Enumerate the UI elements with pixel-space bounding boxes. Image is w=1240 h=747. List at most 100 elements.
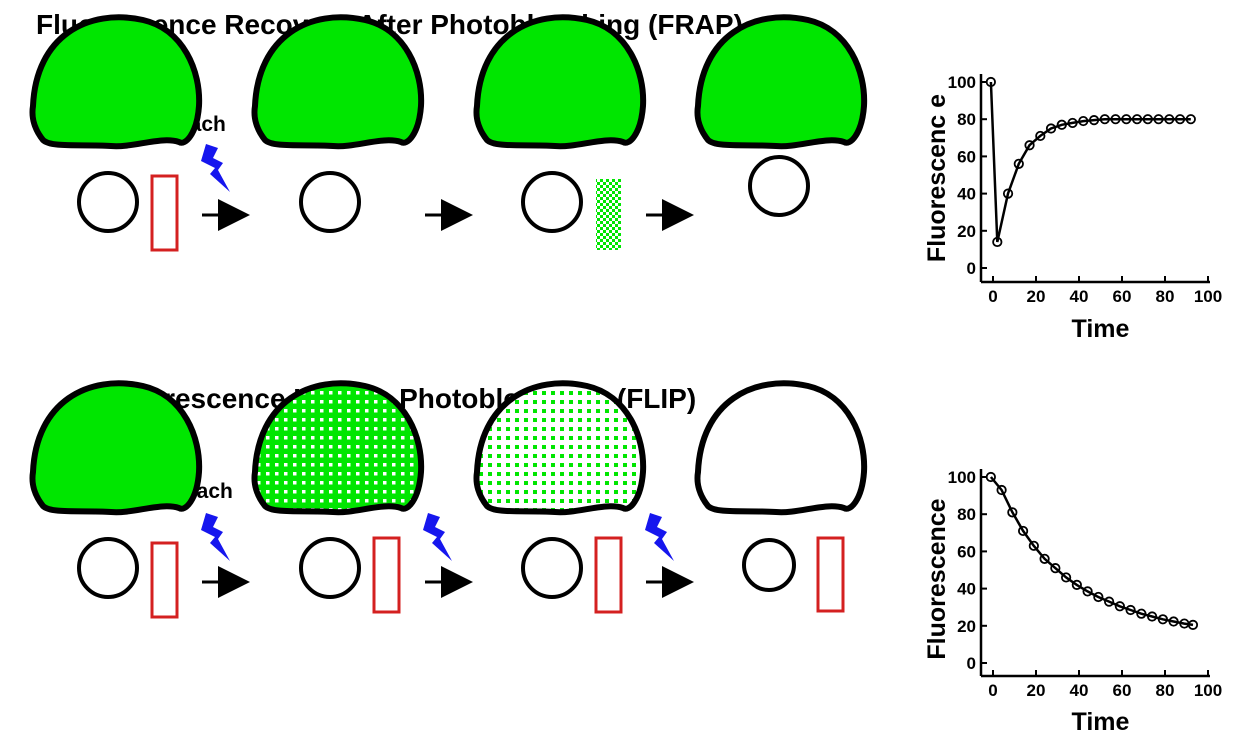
data-point	[1017, 525, 1029, 537]
flip-cell-2	[254, 383, 421, 614]
y-tick-label: 80	[957, 505, 976, 524]
frap-cell-4	[697, 17, 864, 217]
nucleus	[299, 171, 361, 233]
y-tick-label: 0	[967, 259, 976, 278]
x-tick-label: 20	[1027, 681, 1046, 700]
data-point	[1187, 619, 1199, 630]
data-point	[1007, 507, 1018, 518]
data-point	[1121, 114, 1132, 125]
frap-chart: 0 20 40 60 80 100 0 20 40 60 80 100 Time Fluorescenc …	[923, 73, 1222, 343]
y-tick-label: 80	[957, 110, 976, 129]
data-point	[1078, 115, 1089, 127]
nucleus	[299, 537, 361, 599]
nucleus	[521, 171, 583, 233]
data-point	[1067, 117, 1078, 129]
x-axis-title: Time	[1072, 708, 1130, 736]
data-point	[985, 471, 996, 483]
lightning-bolt-icon	[645, 513, 674, 561]
y-tick-label: 40	[957, 185, 976, 204]
data-point	[1035, 130, 1046, 142]
bleach-region	[816, 536, 845, 613]
arrow-right-icon	[646, 566, 694, 598]
x-tick-label: 100	[1194, 681, 1222, 700]
lightning-bolt-icon	[423, 513, 452, 561]
data-point	[1050, 563, 1061, 574]
data-point	[1104, 596, 1115, 607]
nucleus	[77, 171, 139, 233]
data-point	[1061, 572, 1072, 583]
arrow-right-icon	[425, 199, 473, 231]
arrow-right-icon	[202, 566, 250, 598]
data-point	[1002, 188, 1014, 199]
bleach-region	[372, 536, 401, 614]
arrow-right-icon	[425, 566, 473, 598]
data-point	[1024, 140, 1035, 151]
lightning-bolt-icon	[201, 513, 230, 561]
x-tick-label: 100	[1194, 287, 1222, 306]
frap-cell-2	[254, 17, 421, 250]
y-tick-label: 100	[948, 468, 976, 487]
y-tick-label: 0	[967, 654, 976, 673]
data-point	[1142, 114, 1153, 125]
data-point	[1099, 114, 1110, 125]
fit-curve	[989, 81, 1191, 243]
nucleus	[748, 155, 810, 217]
x-tick-label: 0	[988, 681, 997, 700]
data-point	[992, 236, 1003, 248]
fit-curve	[989, 476, 1194, 627]
data-point	[1110, 114, 1121, 125]
data-point	[1071, 579, 1082, 590]
y-tick-label: 40	[957, 580, 976, 599]
data-point	[1093, 591, 1104, 603]
x-tick-label: 80	[1156, 681, 1175, 700]
arrow-right-icon	[646, 199, 694, 231]
x-tick-label: 60	[1113, 287, 1132, 306]
data-point	[1153, 114, 1164, 125]
y-tick-label: 60	[957, 147, 976, 166]
data-point	[1131, 114, 1143, 125]
data-point	[996, 484, 1007, 496]
y-tick-label: 60	[957, 542, 976, 561]
x-tick-label: 40	[1070, 681, 1089, 700]
data-point	[1028, 540, 1039, 551]
x-tick-label: 0	[988, 287, 997, 306]
data-point	[1185, 114, 1196, 125]
data-point	[1125, 604, 1136, 616]
x-tick-label: 40	[1070, 287, 1089, 306]
nucleus	[742, 538, 796, 592]
data-point	[1174, 114, 1186, 125]
nucleus	[521, 537, 583, 599]
data-point	[1147, 611, 1158, 622]
data-point	[1164, 114, 1175, 125]
x-tick-label: 80	[1156, 287, 1175, 306]
flip-cell-1	[32, 383, 199, 619]
lightning-bolt-icon	[201, 144, 230, 192]
flip-chart: 0 20 40 60 80 100 0 20 40 60 80 100 Time Fluorescence	[923, 468, 1222, 736]
data-point	[1045, 123, 1057, 134]
y-tick-label: 100	[948, 73, 976, 92]
nucleus	[77, 537, 139, 599]
bleach-region	[150, 174, 179, 252]
data-point	[1056, 119, 1067, 130]
data-point	[1136, 608, 1147, 619]
arrow-right-icon	[202, 199, 250, 231]
bleached-region	[374, 179, 399, 250]
y-tick-label: 20	[957, 222, 976, 241]
bleach-region	[594, 536, 623, 614]
y-tick-label: 20	[957, 617, 976, 636]
data-point	[985, 76, 996, 88]
data-point	[1168, 616, 1179, 627]
flip-cell-3	[476, 383, 643, 614]
y-axis-title: Fluorescence	[923, 498, 951, 659]
data-point	[1088, 115, 1100, 126]
flip-cell-4	[697, 383, 864, 613]
x-tick-label: 60	[1113, 681, 1132, 700]
x-axis-title: Time	[1072, 315, 1130, 343]
x-tick-label: 20	[1027, 287, 1046, 306]
frap-cell-3	[476, 17, 643, 250]
data-point	[1013, 158, 1024, 169]
y-axis-title: Fluorescenc e	[923, 94, 951, 262]
bleach-region	[150, 541, 179, 619]
data-point	[1114, 601, 1125, 612]
